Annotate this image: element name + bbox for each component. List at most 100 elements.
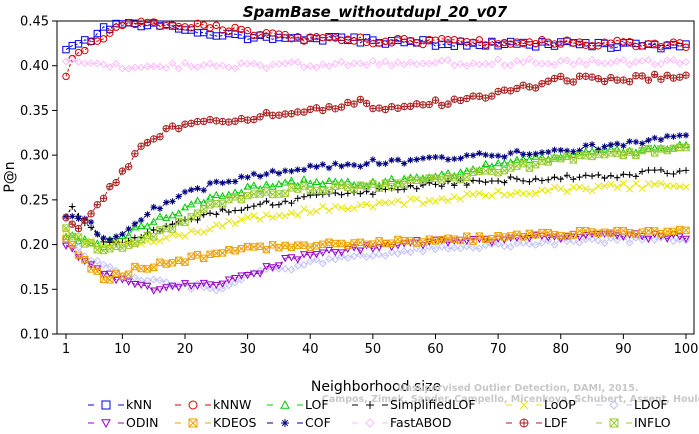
data-point: [563, 77, 571, 85]
data-point: [581, 235, 590, 244]
data-point: [669, 182, 678, 190]
data-point: [432, 181, 439, 188]
data-point: [500, 233, 509, 241]
data-point: [362, 253, 371, 261]
data-point: [682, 132, 690, 139]
data-point: [570, 176, 577, 183]
y-axis: 0.10 0.15 0.20 0.25 0.30 0.35 0.40 0.45: [20, 15, 57, 343]
y-tick-label: 0.15: [20, 283, 49, 298]
x-tick-label: 100: [674, 342, 699, 357]
legend-label: COF: [305, 415, 331, 430]
data-point: [538, 228, 546, 237]
data-point: [544, 59, 553, 68]
data-point: [443, 239, 453, 247]
data-point: [669, 144, 678, 153]
data-point: [431, 237, 440, 245]
data-point: [130, 223, 139, 231]
data-point: [331, 59, 340, 68]
data-point: [513, 188, 521, 197]
data-point: [105, 262, 114, 271]
data-point: [237, 244, 246, 253]
data-point: [575, 233, 584, 242]
data-point: [199, 283, 208, 292]
data-point: [206, 24, 214, 32]
data-point: [631, 58, 640, 66]
data-point: [325, 207, 333, 215]
data-point: [262, 109, 271, 117]
data-point: [613, 144, 622, 153]
data-point: [406, 36, 415, 45]
data-point: [525, 190, 533, 198]
data-point: [463, 94, 471, 103]
data-point: [231, 247, 239, 255]
series-inflo: [62, 143, 690, 255]
data-point: [650, 144, 659, 152]
data-point: [224, 63, 233, 72]
data-point: [519, 151, 527, 158]
data-point: [582, 185, 590, 193]
data-point: [325, 186, 333, 194]
data-point: [606, 59, 615, 67]
data-point: [437, 242, 446, 251]
data-point: [250, 212, 258, 220]
data-point: [463, 173, 471, 181]
data-point: [250, 202, 258, 210]
data-point: [193, 228, 202, 236]
data-point: [143, 138, 152, 147]
data-point: [400, 201, 408, 209]
data-point: [400, 180, 408, 189]
data-point: [569, 237, 578, 246]
data-point: [651, 134, 658, 142]
data-point: [419, 155, 427, 162]
data-point: [544, 187, 552, 195]
data-point: [651, 166, 658, 174]
data-point: [175, 125, 183, 133]
data-point: [387, 61, 396, 70]
data-point: [293, 261, 302, 270]
data-point: [675, 235, 684, 244]
data-point: [538, 59, 546, 68]
legend-item-fastabod: FastABOD: [352, 415, 452, 430]
data-point: [275, 264, 283, 273]
data-point: [444, 56, 452, 64]
data-point: [487, 162, 496, 170]
data-point: [413, 195, 421, 203]
data-point: [368, 251, 377, 260]
data-point: [99, 60, 108, 69]
data-point: [243, 191, 252, 200]
data-point: [575, 183, 584, 191]
data-point: [569, 150, 578, 158]
data-point: [93, 246, 102, 254]
data-point: [676, 183, 684, 191]
data-point: [569, 156, 577, 164]
data-point: [262, 211, 270, 219]
data-point: [406, 58, 415, 67]
data-point: [294, 195, 301, 202]
data-point: [205, 281, 215, 289]
data-point: [299, 251, 309, 259]
data-point: [294, 108, 302, 116]
data-point: [281, 30, 289, 39]
data-point: [294, 166, 301, 173]
data-point: [337, 239, 346, 248]
data-point: [81, 46, 89, 55]
data-point: [519, 238, 528, 247]
data-point: [219, 222, 227, 230]
data-point: [162, 284, 171, 292]
data-point: [575, 72, 584, 80]
data-point: [193, 196, 202, 204]
data-point: [550, 42, 559, 50]
data-point: [269, 167, 276, 175]
data-point: [676, 167, 683, 175]
data-point: [682, 226, 690, 235]
data-point: [243, 272, 252, 280]
data-point: [168, 211, 177, 219]
watermark-line-1: Unsupervised Outlier Detection, DAMI, 20…: [398, 383, 639, 394]
data-point: [582, 227, 590, 235]
data-point: [375, 199, 383, 207]
data-point: [193, 282, 202, 291]
data-point: [194, 216, 201, 224]
data-point: [206, 115, 214, 124]
data-point: [68, 245, 77, 253]
data-point: [237, 272, 246, 280]
